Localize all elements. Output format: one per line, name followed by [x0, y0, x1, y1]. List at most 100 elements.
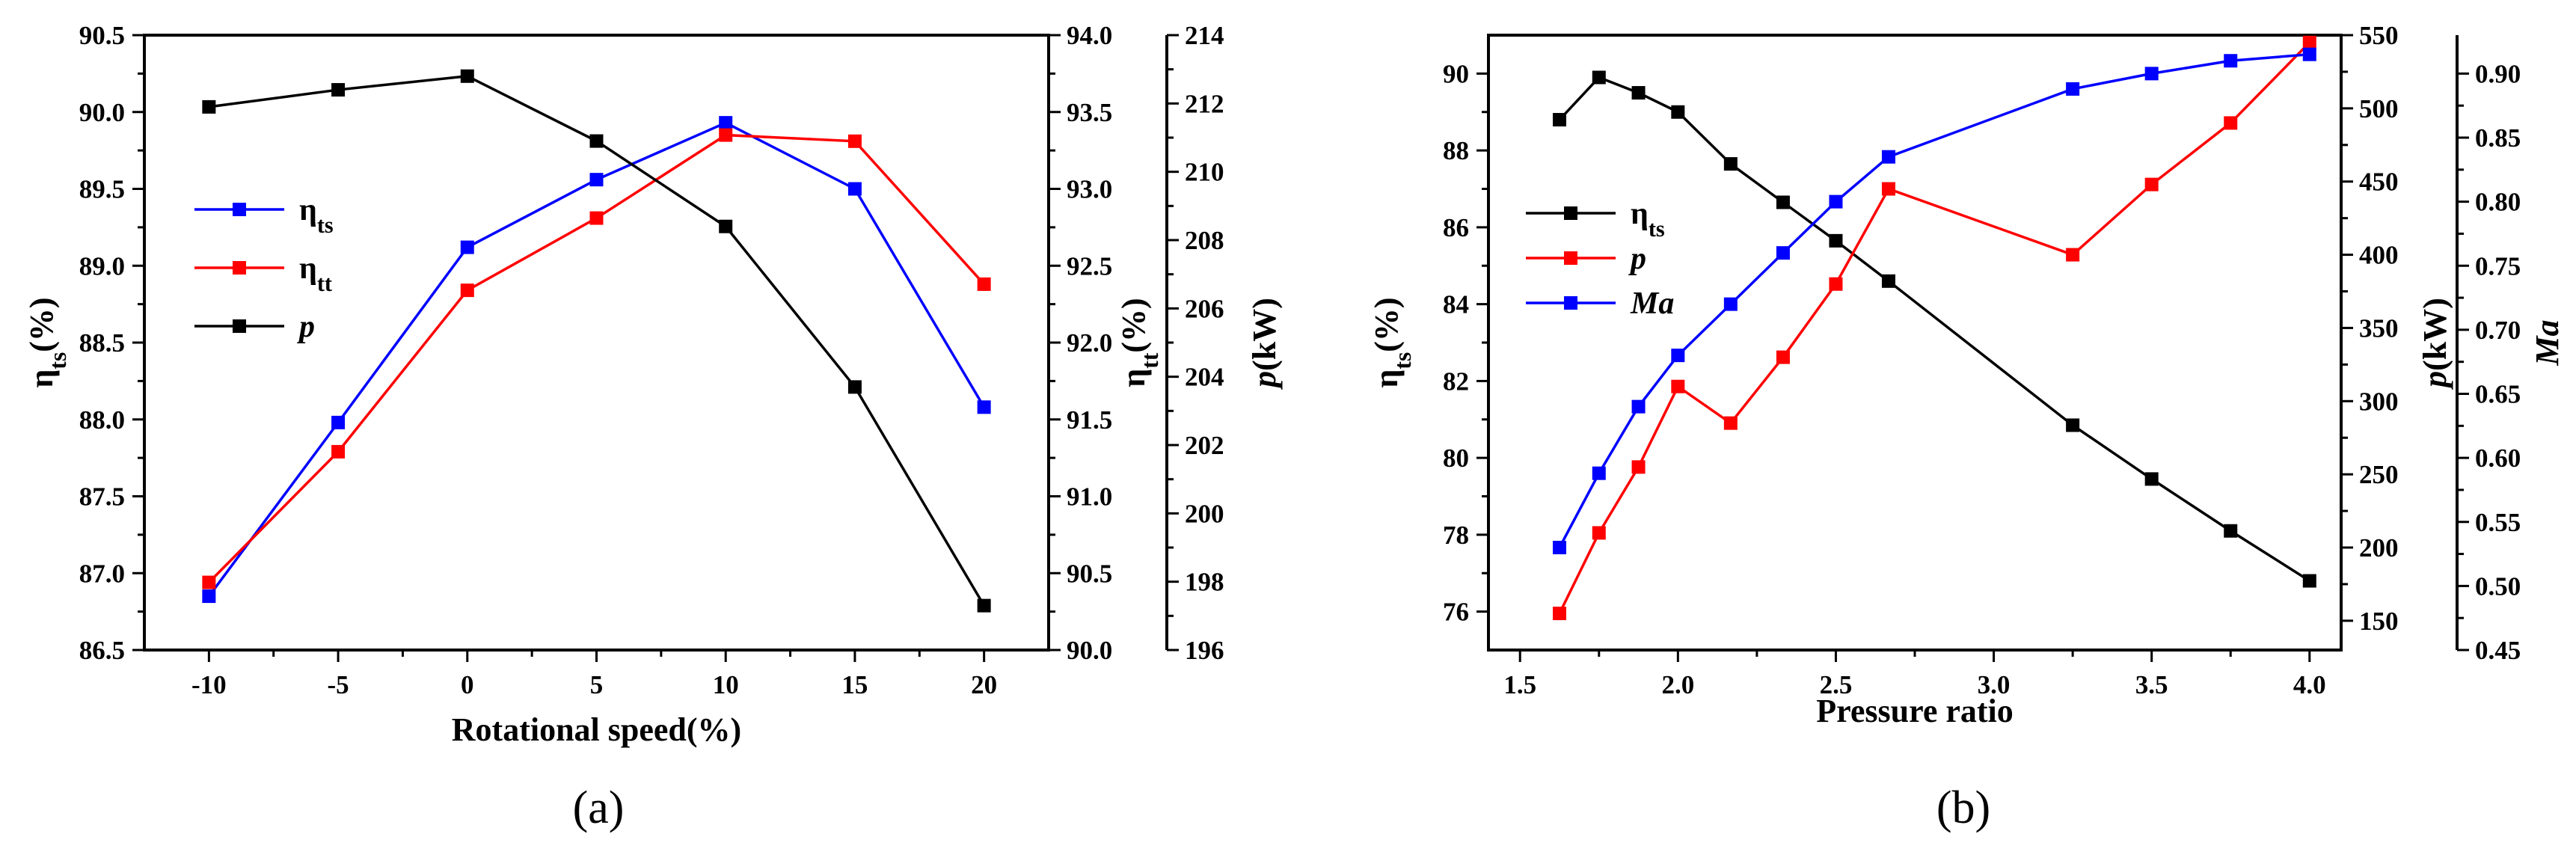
y-axis-title-right2: Ma — [2529, 319, 2566, 366]
data-point-p — [2066, 248, 2080, 262]
y-tick-label-right2: 0.80 — [2475, 188, 2521, 217]
y-tick-label-right2: 0.75 — [2475, 251, 2521, 281]
legend-marker — [1564, 206, 1577, 220]
legend-label: ηtt — [299, 251, 332, 296]
data-point-p — [589, 134, 604, 148]
x-tick-label: -10 — [191, 670, 227, 699]
y-tick-label-right1: 550 — [2359, 21, 2399, 50]
data-point-p — [719, 219, 733, 233]
y-tick-label-right1: 91.0 — [1067, 482, 1112, 512]
y-tick-label-left: 82 — [1443, 367, 1469, 396]
y-tick-label-right2: 206 — [1185, 294, 1224, 323]
data-point-ηts — [977, 400, 991, 414]
y-tick-label-left: 88 — [1443, 136, 1469, 165]
data-point-Ma — [1723, 297, 1738, 311]
y-tick-label-left: 90.5 — [79, 21, 125, 50]
legend-label: Ma — [1630, 286, 1674, 321]
data-point-p — [1553, 607, 1566, 621]
x-tick-label: 15 — [841, 670, 868, 699]
figure-caption: (a) — [573, 782, 625, 833]
y-tick-label-right2: 214 — [1185, 21, 1224, 50]
data-point-ηts — [589, 173, 604, 187]
data-point-Ma — [1881, 150, 1895, 164]
data-point-p — [1881, 182, 1895, 196]
y-tick-label-right2: 200 — [1185, 499, 1224, 528]
y-tick-label-left: 88.5 — [79, 328, 125, 358]
data-point-p — [1592, 526, 1606, 540]
figure-caption: (b) — [1936, 782, 1990, 833]
y-axis-title-right1: ηtt(%) — [1115, 298, 1163, 387]
data-point-Ma — [2302, 47, 2316, 61]
y-tick-label-right1: 200 — [2359, 533, 2399, 563]
chart-panel-b: 1.5 2.0 2.5 3.0 3.5 4.0 76 78 80 82 84 86 88 90 150 200… — [1368, 21, 2566, 833]
data-point-ηts — [2144, 472, 2159, 486]
chart-panel-a: -10 -5 0 5 10 15 20 86.5 87.0 87.5 88.0 88.5 89.0 89.… — [23, 21, 1283, 833]
y-tick-label-right2: 0.45 — [2475, 636, 2521, 665]
data-point-Ma — [1829, 194, 1843, 209]
y-tick-label-right2: 0.90 — [2475, 59, 2521, 88]
y-tick-label-left: 89.5 — [79, 175, 125, 204]
data-point-ηts — [847, 182, 862, 196]
y-tick-label-right1: 93.0 — [1067, 175, 1112, 204]
y-tick-label-left: 90 — [1443, 59, 1469, 88]
data-point-Ma — [2224, 54, 2238, 68]
y-tick-label-left: 86 — [1443, 213, 1469, 242]
data-point-ηts — [2224, 524, 2238, 538]
y-tick-label-right1: 94.0 — [1067, 21, 1112, 50]
data-point-Ma — [1671, 349, 1685, 363]
y-tick-label-right2: 212 — [1185, 89, 1224, 118]
data-point-p — [2144, 177, 2159, 191]
legend-label: p — [1628, 242, 1646, 276]
legend-marker — [1564, 251, 1577, 265]
y-axis-title-right1: p(kW) — [2417, 298, 2453, 390]
data-point-ηtt — [589, 211, 604, 225]
y-tick-label-right1: 92.0 — [1067, 328, 1112, 358]
data-point-Ma — [1776, 246, 1790, 260]
plot-frame — [1487, 34, 2343, 652]
data-point-ηtt — [719, 128, 733, 142]
x-tick-label: 3.0 — [1978, 670, 2011, 699]
y-tick-label-right2: 0.60 — [2475, 444, 2521, 473]
data-point-p — [1723, 416, 1738, 430]
x-axis-title: Rotational speed(%) — [452, 711, 741, 748]
x-tick-label: 1.5 — [1503, 670, 1536, 699]
data-point-ηts — [1829, 233, 1843, 248]
data-point-p — [2302, 35, 2316, 49]
series-line-ηtt — [208, 133, 985, 583]
data-point-p — [460, 69, 474, 83]
x-tick-label: 10 — [713, 670, 739, 699]
data-point-ηts — [1881, 274, 1895, 288]
plot-frame — [143, 34, 1050, 652]
x-tick-label: 2.5 — [1820, 670, 1853, 699]
data-point-ηts — [2302, 574, 2316, 588]
x-tick-label: 5 — [590, 670, 604, 699]
data-point-Ma — [2066, 82, 2080, 96]
data-point-p — [847, 380, 862, 394]
data-point-Ma — [1553, 541, 1566, 554]
data-point-ηts — [1671, 105, 1685, 119]
y-tick-label-left: 84 — [1443, 290, 1469, 319]
y-tick-label-right2: 0.70 — [2475, 316, 2521, 345]
x-tick-label: 20 — [971, 670, 997, 699]
data-point-p — [331, 83, 346, 97]
data-point-ηtt — [331, 444, 346, 459]
data-point-p — [2224, 116, 2238, 130]
series-line-ηts — [1558, 76, 2310, 583]
data-point-ηts — [1553, 113, 1566, 127]
y-tick-label-right1: 450 — [2359, 168, 2399, 197]
x-axis-title: Pressure ratio — [1816, 693, 2014, 729]
y-axis-title-left: ηts(%) — [23, 297, 71, 387]
data-point-ηts — [1776, 195, 1790, 209]
data-point-p — [1671, 379, 1685, 393]
x-tick-label: 4.0 — [2293, 670, 2326, 699]
y-tick-label-right2: 208 — [1185, 226, 1224, 255]
data-point-Ma — [1592, 466, 1606, 480]
series-line-Ma — [1558, 52, 2310, 548]
legend-marker — [233, 319, 246, 333]
data-point-Ma — [2144, 67, 2159, 81]
data-point-Ma — [1631, 399, 1646, 414]
data-point-p — [977, 598, 991, 613]
y-tick-label-right2: 0.65 — [2475, 380, 2521, 409]
series-line-ηts — [207, 121, 986, 598]
